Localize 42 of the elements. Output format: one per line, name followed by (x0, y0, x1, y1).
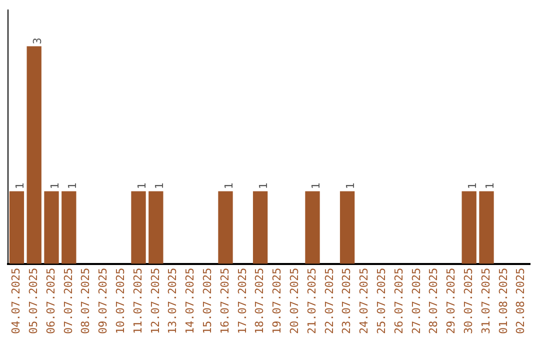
x-tick-label: 22.07.2025 (322, 268, 336, 334)
x-tick-label: 27.07.2025 (410, 268, 423, 334)
data-label: 1 (135, 182, 148, 190)
x-tick-label: 09.07.2025 (96, 268, 110, 334)
x-tick-label: 13.07.2025 (166, 268, 180, 334)
x-tick-label: 29.07.2025 (444, 268, 458, 334)
x-tick-label: 25.07.2025 (374, 268, 388, 334)
x-tick-label: 14.07.2025 (184, 268, 197, 334)
x-tick-label: 28.07.2025 (427, 268, 440, 334)
x-tick-label: 26.07.2025 (392, 268, 406, 334)
data-label: 1 (14, 182, 27, 190)
data-label: 1 (66, 182, 79, 190)
x-tick-label: 17.07.2025 (236, 268, 249, 334)
x-tick-label: 16.07.2025 (218, 268, 232, 334)
data-label: 1 (222, 182, 236, 190)
x-tick-label: 07.07.2025 (62, 268, 75, 334)
x-tick-label: 06.07.2025 (44, 268, 58, 334)
data-label: 1 (257, 182, 270, 190)
x-tick-label: 19.07.2025 (270, 268, 284, 334)
x-tick-label: 11.07.2025 (131, 268, 144, 334)
x-tick-label: 10.07.2025 (114, 268, 127, 334)
x-tick-label: 30.07.2025 (462, 268, 475, 334)
data-label: 1 (466, 182, 479, 190)
data-label: 1 (483, 182, 496, 190)
x-tick-label: 05.07.2025 (26, 268, 40, 334)
x-tick-label: 01.08.2025 (496, 268, 510, 334)
x-tick-label: 24.07.2025 (358, 268, 371, 334)
data-label: 1 (152, 182, 166, 190)
data-label: 3 (30, 38, 44, 44)
x-tick-label: 08.07.2025 (79, 268, 92, 334)
x-tick-label: 20.07.2025 (288, 268, 301, 334)
x-tick-label: 12.07.2025 (148, 268, 162, 334)
data-label: 1 (48, 182, 62, 190)
x-tick-label: 31.07.2025 (479, 268, 492, 334)
x-tick-label: 04.07.2025 (10, 268, 23, 334)
x-tick-label: 21.07.2025 (305, 268, 318, 334)
x-tick-label: 23.07.2025 (340, 268, 354, 334)
x-tick-label: 15.07.2025 (200, 268, 214, 334)
x-tick-label: 02.08.2025 (514, 268, 528, 334)
data-label: 1 (344, 182, 358, 190)
data-label: 1 (309, 182, 322, 190)
x-tick-label: 18.07.2025 (253, 268, 266, 334)
